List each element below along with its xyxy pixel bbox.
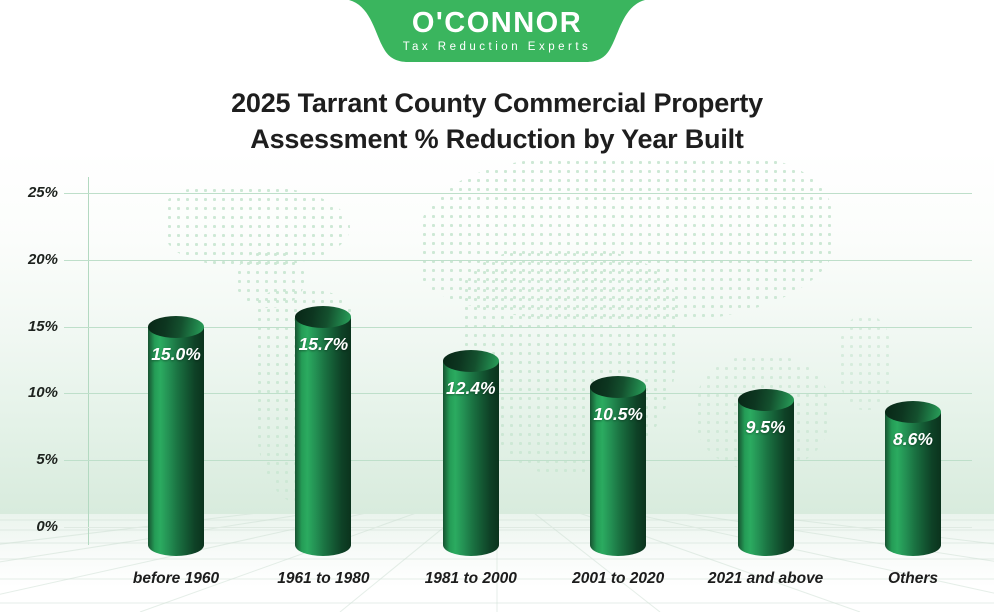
brand-wordmark: O'CONNOR bbox=[411, 7, 583, 39]
x-category-label: 2021 and above bbox=[707, 570, 824, 587]
x-category-label: before 1960 bbox=[132, 570, 220, 587]
gridline bbox=[64, 527, 972, 528]
bar-cylinder: 9.5% bbox=[737, 389, 794, 556]
y-axis-line bbox=[88, 177, 89, 545]
x-category-label: 2001 to 2020 bbox=[572, 570, 665, 587]
bar-top-ellipse bbox=[295, 306, 352, 329]
chart-title-line1: 2025 Tarrant County Commercial Property bbox=[231, 88, 763, 118]
gridline bbox=[64, 393, 972, 395]
bar-value-label: 10.5% bbox=[593, 403, 643, 424]
chart-title-line2: Assessment % Reduction by Year Built bbox=[250, 124, 744, 154]
gridline bbox=[64, 460, 972, 462]
x-category-label: 1981 to 2000 bbox=[424, 570, 517, 587]
chart-title: 2025 Tarrant County Commercial Property … bbox=[0, 85, 994, 157]
gridline bbox=[64, 193, 972, 194]
bar-top-ellipse bbox=[442, 350, 499, 373]
y-tick-label: 25% bbox=[27, 184, 58, 201]
bar-top-ellipse bbox=[737, 389, 794, 412]
y-tick-label: 5% bbox=[36, 451, 58, 469]
bar-value-label: 9.5% bbox=[745, 417, 786, 438]
gridline bbox=[64, 326, 972, 328]
x-category-label: 1961 to 1980 bbox=[277, 570, 370, 587]
bar-value-label: 15.7% bbox=[298, 334, 349, 355]
y-tick-label: 20% bbox=[27, 250, 58, 268]
bar-cylinder: 12.4% bbox=[442, 350, 499, 556]
bar-cylinder-body bbox=[442, 361, 499, 556]
y-tick-label: 10% bbox=[27, 384, 58, 402]
bar-top-ellipse bbox=[590, 375, 647, 398]
logo-badge-shape bbox=[349, 0, 645, 62]
bar-cylinder-body bbox=[737, 400, 794, 556]
y-tick-label: 0% bbox=[36, 518, 58, 535]
bar-top-ellipse bbox=[148, 315, 204, 338]
bar-cylinder-body bbox=[590, 386, 647, 556]
gridline bbox=[64, 259, 972, 261]
brand-tagline: Tax Reduction Experts bbox=[402, 41, 592, 53]
x-category-label: Others bbox=[888, 570, 938, 587]
bar-cylinder: 8.6% bbox=[885, 401, 941, 556]
bar-value-label: 8.6% bbox=[893, 429, 933, 450]
y-tick-label: 15% bbox=[27, 317, 58, 335]
bar-top-ellipse bbox=[885, 401, 941, 424]
logo-badge: O'CONNOR Tax Reduction Experts bbox=[347, 0, 647, 66]
bar-cylinder-body bbox=[885, 412, 941, 556]
bar-cylinder: 10.5% bbox=[590, 375, 647, 556]
bar-cylinder: 15.0% bbox=[148, 315, 204, 556]
bar-cylinder: 15.7% bbox=[295, 306, 352, 556]
bar-value-label: 12.4% bbox=[445, 378, 496, 399]
bar-value-label: 15.0% bbox=[151, 343, 201, 364]
bar-cylinder-body bbox=[295, 317, 352, 556]
bar-cylinder-body bbox=[148, 326, 204, 556]
